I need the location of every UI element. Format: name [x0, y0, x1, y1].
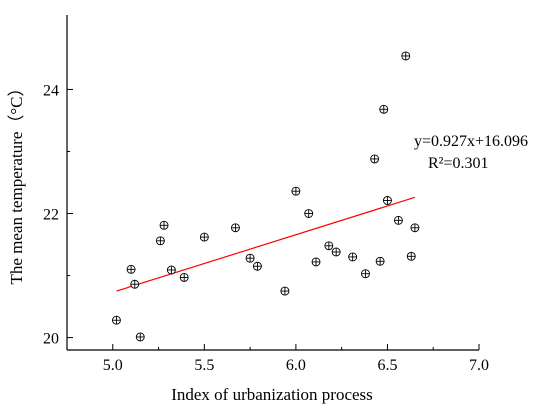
- data-point: [166, 265, 176, 275]
- data-point: [245, 253, 255, 263]
- data-point: [379, 104, 389, 114]
- trend-line: [116, 196, 416, 292]
- trendline-group: [116, 196, 416, 292]
- data-point: [410, 223, 420, 233]
- data-point: [159, 220, 169, 230]
- data-point: [324, 241, 334, 251]
- data-point: [199, 232, 209, 242]
- y-axis-title: The mean temperature（°C）: [7, 79, 26, 284]
- data-point: [304, 209, 314, 218]
- data-point: [382, 196, 392, 205]
- x-tick-label: 6.5: [377, 357, 397, 374]
- data-point: [280, 286, 290, 296]
- data-point: [291, 186, 301, 196]
- data-point: [331, 247, 341, 257]
- data-point: [231, 223, 240, 233]
- data-point: [370, 154, 380, 164]
- x-tick-label: 6.0: [286, 357, 306, 374]
- data-point: [361, 269, 370, 279]
- axes: 5.0 5.5 6.0 6.5 7.0 20 22 24: [43, 15, 489, 374]
- y-tick-label: 20: [43, 331, 59, 348]
- data-point: [126, 264, 136, 274]
- data-point: [111, 315, 121, 325]
- data-point: [375, 256, 385, 266]
- data-point: [179, 272, 189, 282]
- data-point: [401, 51, 411, 61]
- data-point: [311, 257, 321, 267]
- data-point: [406, 251, 416, 261]
- data-point: [135, 332, 145, 342]
- data-points: [111, 51, 420, 342]
- data-point: [155, 236, 165, 246]
- r-squared-annotation: R²=0.301: [428, 155, 489, 172]
- y-tick-label: 22: [43, 207, 59, 224]
- data-point: [393, 215, 403, 225]
- equation-annotation: y=0.927x+16.096: [414, 133, 528, 150]
- data-point: [348, 252, 358, 262]
- y-tick-label: 24: [43, 82, 59, 99]
- x-tick-label: 5.0: [103, 357, 123, 374]
- data-point: [130, 279, 140, 289]
- x-axis-title: Index of urbanization process: [171, 385, 373, 404]
- x-tick-label: 5.5: [194, 357, 214, 374]
- data-point: [252, 261, 262, 271]
- x-tick-label: 7.0: [469, 357, 489, 374]
